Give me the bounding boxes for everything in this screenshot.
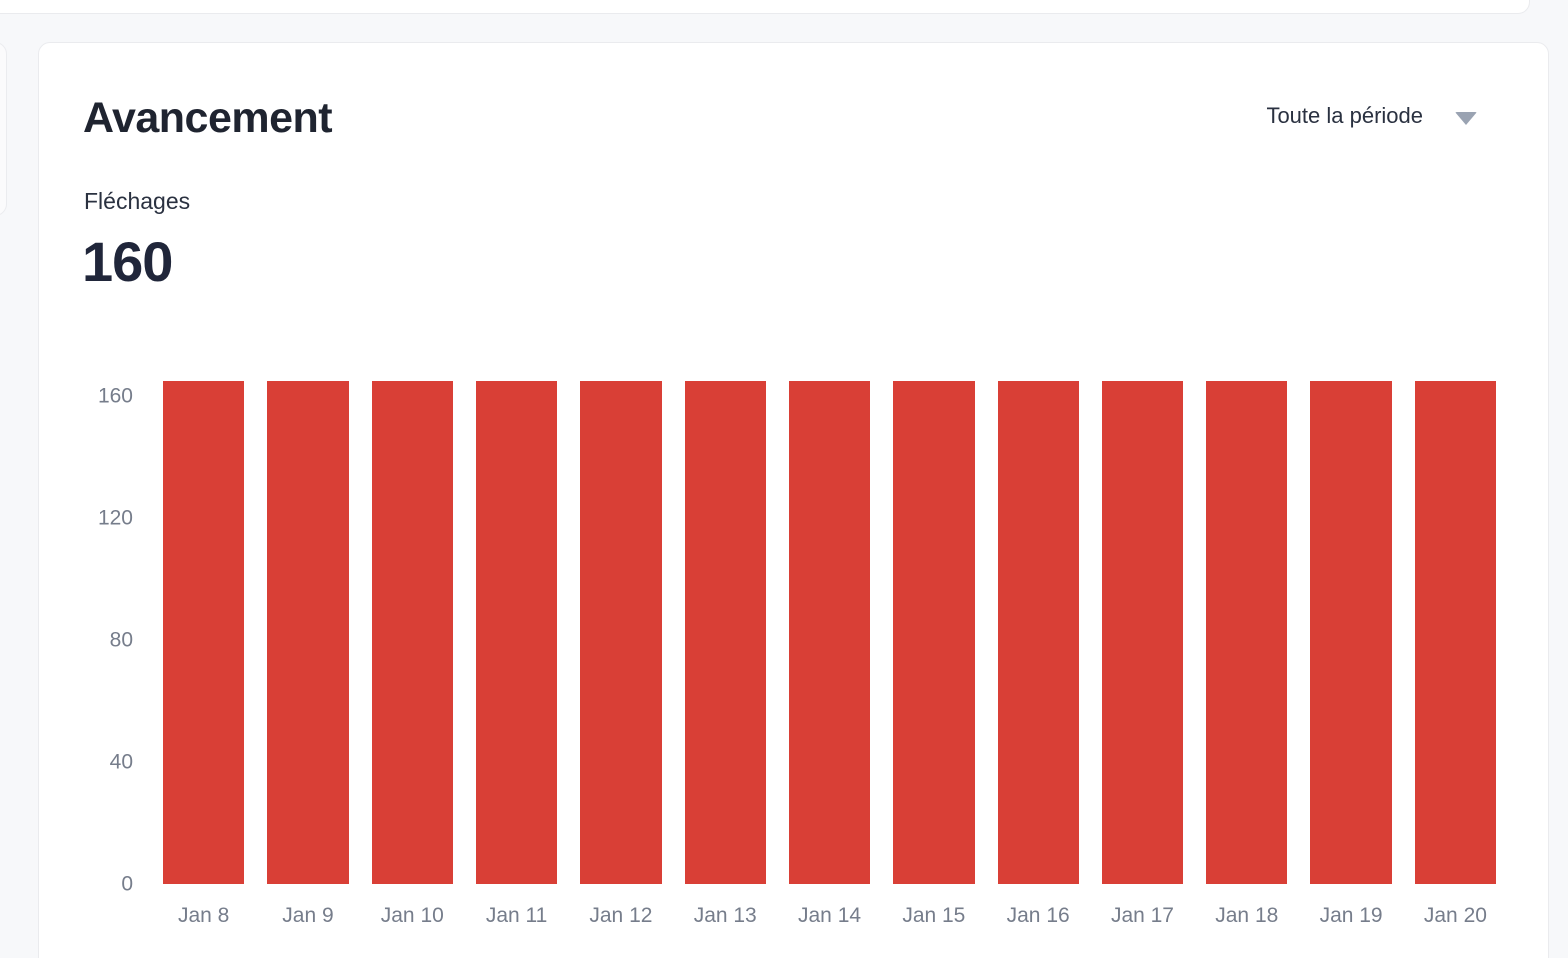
bar-jan-19[interactable] [1310, 381, 1392, 884]
y-tick-label: 0 [121, 872, 133, 896]
x-tick-label: Jan 18 [1215, 904, 1279, 927]
bar-jan-20[interactable] [1414, 381, 1497, 884]
bar-jan-16[interactable] [997, 381, 1079, 884]
metric-value: 160 [82, 230, 173, 293]
x-tick-label: Jan 15 [902, 904, 966, 927]
x-tick-label: Jan 19 [1319, 904, 1383, 927]
x-tick-label: Jan 12 [589, 904, 653, 927]
bar-jan-9[interactable] [267, 381, 349, 884]
bar-jan-18[interactable] [1206, 381, 1288, 884]
avancement-card: Avancement Toute la période Fléchages 16… [38, 42, 1549, 958]
y-tick-label: 120 [97, 506, 133, 530]
previous-section-bottom-edge [0, 0, 1530, 14]
metric-label: Fléchages [84, 188, 191, 214]
x-tick-label: Jan 20 [1423, 904, 1487, 927]
x-tick-label: Jan 14 [798, 904, 862, 927]
x-tick-label: Jan 8 [177, 904, 230, 927]
plot-area [163, 381, 1497, 884]
adjacent-card-partial [0, 42, 7, 216]
bar-chart: 0 40 80 120 160 Jan 8 Jan 9 Jan 10 Jan 11 Jan 12… [39, 43, 1548, 958]
bar-jan-11[interactable] [475, 381, 558, 884]
period-selector[interactable]: Toute la période [1266, 102, 1477, 130]
y-tick-label: 80 [109, 628, 133, 652]
bar-jan-8[interactable] [163, 381, 245, 884]
x-tick-label: Jan 9 [282, 904, 334, 927]
bar-jan-10[interactable] [371, 381, 453, 884]
bar-jan-13[interactable] [684, 381, 766, 884]
bar-jan-17[interactable] [1101, 381, 1184, 884]
bar-jan-14[interactable] [788, 381, 871, 884]
x-tick-label: Jan 13 [693, 904, 757, 927]
x-tick-label: Jan 11 [485, 904, 548, 927]
x-axis: Jan 8 Jan 9 Jan 10 Jan 11 Jan 12 Jan 13 Jan 14… [163, 903, 1496, 929]
bar-jan-15[interactable] [893, 381, 975, 884]
period-selector-label: Toute la période [1266, 103, 1423, 128]
y-tick-label: 40 [109, 750, 133, 774]
x-tick-label: Jan 17 [1110, 904, 1174, 927]
card-title: Avancement [83, 94, 333, 142]
x-tick-label: Jan 10 [380, 904, 444, 927]
bar-jan-12[interactable] [580, 381, 662, 884]
x-tick-label: Jan 16 [1006, 904, 1070, 927]
y-axis: 0 40 80 120 160 [39, 381, 133, 895]
caret-down-icon [1455, 111, 1477, 125]
y-tick-label: 160 [97, 384, 133, 408]
